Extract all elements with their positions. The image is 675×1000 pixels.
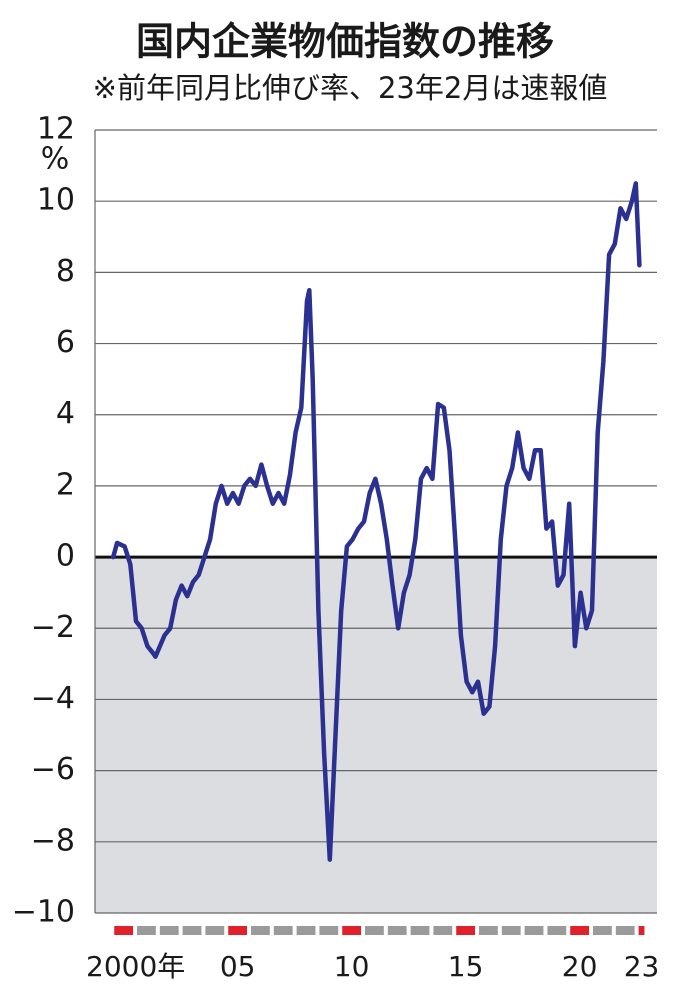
year-bar <box>593 926 612 935</box>
x-tick-label: 05 <box>220 950 256 983</box>
year-bar <box>501 926 521 935</box>
year-bar <box>205 926 225 935</box>
y-tick-label: −4 <box>31 681 75 716</box>
chart-title: 国内企業物価指数の推移 <box>136 20 554 64</box>
y-unit: % <box>41 142 70 177</box>
x-tick-mark <box>570 926 590 935</box>
year-bar <box>615 926 635 935</box>
x-tick-mark <box>456 926 476 935</box>
negative-area <box>95 557 657 913</box>
x-tick-mark <box>228 926 248 935</box>
x-tick-label: 23 <box>624 950 660 983</box>
x-tick-mark <box>638 926 645 935</box>
x-tick-label: 10 <box>334 950 370 983</box>
x-tick-label: 15 <box>448 950 484 983</box>
y-tick-label: −6 <box>31 752 75 787</box>
y-tick-label: 10 <box>37 183 75 218</box>
year-bar <box>159 926 179 935</box>
y-tick-label: −2 <box>31 610 75 645</box>
year-bar <box>433 926 453 935</box>
data-line <box>110 181 642 862</box>
y-tick-label: −8 <box>31 823 75 858</box>
year-bar <box>410 926 430 935</box>
chart-subtitle: ※前年同月比伸び率、23年2月は速報値 <box>93 71 608 105</box>
year-bar <box>251 926 270 935</box>
y-tick-label: −10 <box>12 895 75 930</box>
x-tick-mark <box>342 926 362 935</box>
year-bar <box>182 926 202 935</box>
x-tick-label: 2000年 <box>86 950 185 983</box>
x-tick-label: 20 <box>562 950 598 983</box>
year-bar <box>365 926 384 935</box>
year-bar <box>319 926 339 935</box>
year-bar <box>524 926 544 935</box>
year-bar <box>387 926 407 935</box>
x-tick-mark <box>114 926 134 935</box>
year-bar <box>479 926 498 935</box>
y-tick-label: 8 <box>56 254 75 289</box>
year-bar <box>547 926 567 935</box>
y-tick-label: 2 <box>56 467 75 502</box>
year-bar <box>296 926 316 935</box>
y-tick-label: 6 <box>56 325 75 360</box>
year-bar <box>137 926 156 935</box>
y-tick-label: 4 <box>56 396 75 431</box>
y-tick-label: 0 <box>56 539 75 574</box>
year-bar <box>273 926 293 935</box>
y-tick-label: 12 <box>37 112 75 147</box>
